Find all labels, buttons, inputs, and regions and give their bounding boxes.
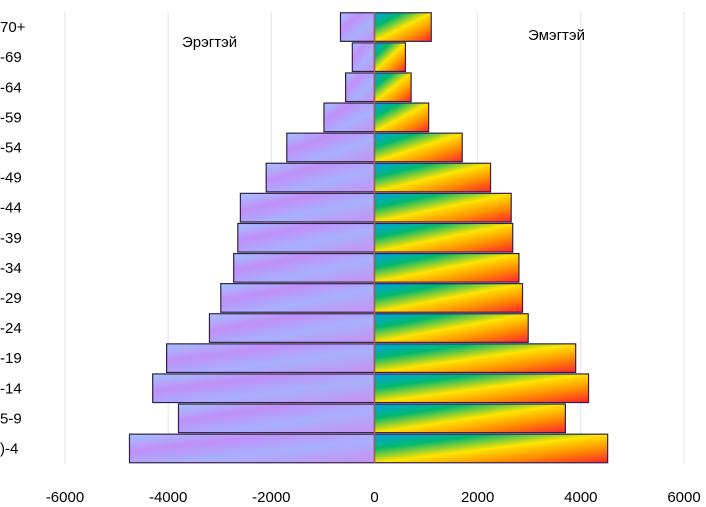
category-label-55-59: -59 [0, 109, 22, 126]
bar-male-30-34 [233, 252, 376, 283]
bar-female-30-34 [373, 252, 520, 283]
bar-male-45-49 [265, 162, 376, 193]
x-tick-label-5: 4000 [564, 489, 597, 506]
x-tick-label-2: -2000 [252, 489, 290, 506]
bar-male-40-44 [239, 192, 376, 223]
x-tick-label-1: -4000 [149, 489, 187, 506]
bar-male-25-29 [220, 283, 376, 313]
category-label-65-69: -69 [0, 49, 22, 66]
category-label-15-19: -19 [0, 350, 22, 367]
bar-female-65-69 [373, 42, 407, 73]
category-label-45-49: -49 [0, 170, 22, 187]
series-label-male: Эрэгтэй [182, 34, 237, 51]
category-label-20-24: -24 [0, 320, 22, 337]
category-label-25-29: -29 [0, 290, 22, 307]
series-label-female: Эмэгтэй [528, 27, 585, 44]
bar-male-60-64 [345, 72, 376, 103]
bar-female-15-19 [373, 343, 577, 374]
x-tick-label-6: 6000 [667, 489, 700, 506]
bar-female-0-4 [373, 433, 609, 464]
category-label-10-14: -14 [0, 380, 22, 397]
bar-female-35-39 [373, 222, 514, 253]
bar-female-55-59 [373, 102, 430, 133]
bar-male-20-24 [208, 313, 376, 343]
bar-male-50-54 [286, 132, 376, 163]
bars [128, 12, 609, 464]
bar-female-25-29 [373, 283, 524, 313]
bar-female-20-24 [373, 313, 529, 343]
category-label-70+: 70+ [0, 19, 26, 36]
bar-male-35-39 [237, 222, 376, 253]
category-label-5-9: 5-9 [0, 410, 22, 427]
bar-female-45-49 [373, 162, 492, 193]
bar-male-55-59 [323, 102, 376, 133]
bar-female-10-14 [373, 373, 590, 404]
bar-female-60-64 [373, 72, 412, 103]
category-labels: )-4 5-9 -14 -19 -24 -29 -34 -39 -44 -49 -54 -59 -64 -… [0, 19, 26, 457]
bar-male-5-9 [177, 403, 376, 434]
category-label-60-64: -64 [0, 79, 22, 96]
bar-male-10-14 [152, 373, 376, 404]
bar-male-0-4 [128, 433, 376, 464]
category-label-35-39: -39 [0, 230, 22, 247]
bar-male-65-69 [351, 42, 376, 73]
category-label-0-4: )-4 [0, 440, 18, 457]
x-tick-label-4: 2000 [461, 489, 494, 506]
category-label-50-54: -54 [0, 139, 22, 156]
bar-female-5-9 [373, 403, 566, 434]
bar-female-50-54 [373, 132, 463, 163]
bar-female-70+ [373, 12, 432, 42]
category-label-40-44: -44 [0, 200, 22, 217]
x-tick-labels: -6000 -4000 -2000 0 2000 4000 6000 [46, 489, 701, 506]
category-label-30-34: -34 [0, 260, 22, 277]
x-tick-label-0: -6000 [46, 489, 84, 506]
bar-male-15-19 [166, 343, 376, 374]
x-tick-label-3: 0 [370, 489, 378, 506]
bar-male-70+ [339, 12, 376, 42]
bar-female-40-44 [373, 192, 512, 223]
